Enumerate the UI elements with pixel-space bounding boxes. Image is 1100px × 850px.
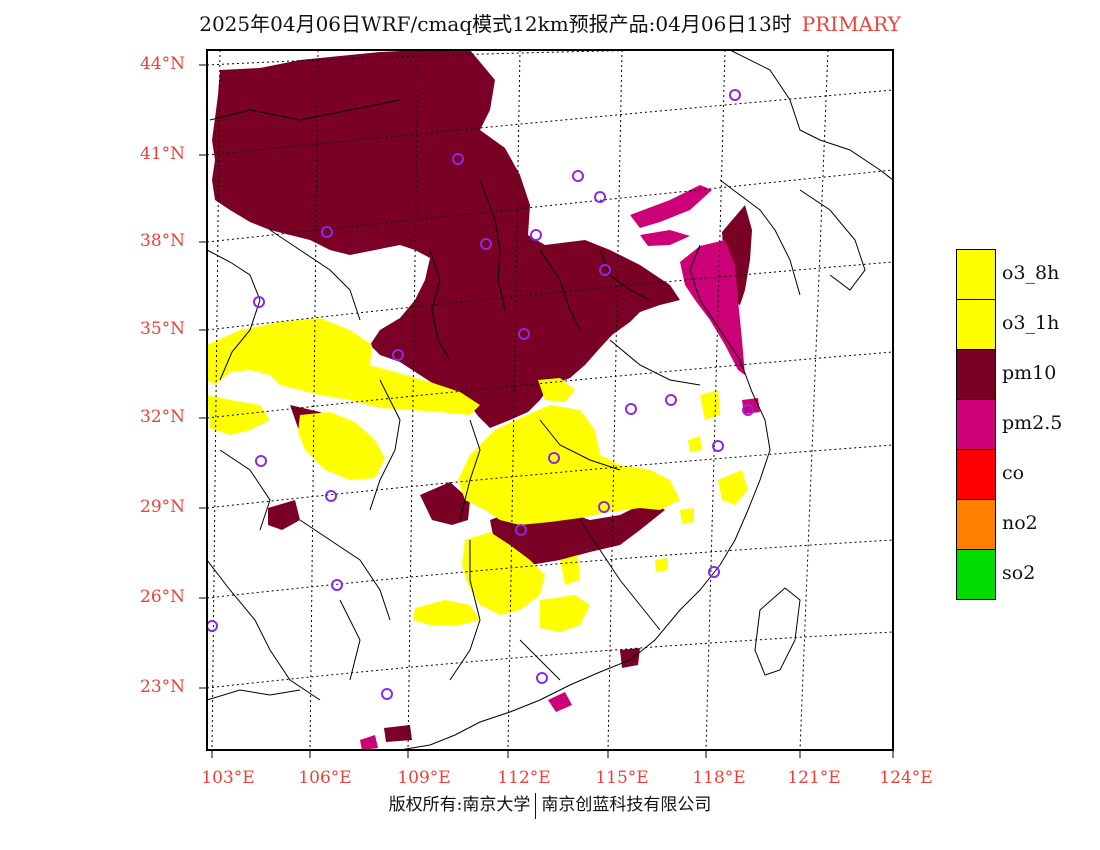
legend-item-so2: so2 <box>956 549 1096 600</box>
lat-label-23: 23°N <box>140 677 186 697</box>
legend-item-pm25: pm2.5 <box>956 399 1096 450</box>
lon-label-109: 109°E <box>397 768 451 788</box>
legend-swatch <box>956 499 996 550</box>
copyright-left: 版权所有:南京大学 <box>388 795 531 815</box>
lat-label-41: 41°N <box>140 144 186 164</box>
legend-label: no2 <box>1002 512 1038 534</box>
legend-label: pm10 <box>1002 362 1057 384</box>
legend-swatch <box>956 399 996 450</box>
legend-swatch <box>956 349 996 400</box>
legend-label: o3_1h <box>1002 312 1060 334</box>
lat-label-29: 29°N <box>140 497 186 517</box>
lat-label-26: 26°N <box>140 587 186 607</box>
lat-label-32: 32°N <box>140 407 186 427</box>
copyright-right: 南京创蓝科技有限公司 <box>541 795 712 815</box>
legend-label: co <box>1002 462 1025 484</box>
legend-label: so2 <box>1002 562 1036 584</box>
footer-separator <box>535 792 537 819</box>
legend-swatch <box>956 299 996 350</box>
legend-item-no2: no2 <box>956 499 1096 550</box>
title-text: 2025年04月06日WRF/cmaq模式12km预报产品:04月06日13时 <box>199 12 792 36</box>
lon-label-103: 103°E <box>201 768 255 788</box>
legend-item-pm10: pm10 <box>956 349 1096 400</box>
graticule <box>207 50 893 750</box>
legend-item-co: co <box>956 449 1096 500</box>
legend-item-o3-8h: o3_8h <box>956 249 1096 300</box>
legend-label: pm2.5 <box>1002 412 1063 434</box>
lat-label-38: 38°N <box>140 231 186 251</box>
title-tag: PRIMARY <box>801 12 901 36</box>
lon-label-118: 118°E <box>692 768 746 788</box>
map-title: 2025年04月06日WRF/cmaq模式12km预报产品:04月06日13时 P… <box>0 8 1100 37</box>
axis-ticks <box>199 64 894 758</box>
legend-item-o3-1h: o3_1h <box>956 299 1096 350</box>
lon-label-115: 115°E <box>595 768 649 788</box>
lon-label-124: 124°E <box>879 768 933 788</box>
copyright-footer: 版权所有:南京大学 南京创蓝科技有限公司 <box>0 790 1100 819</box>
boundaries <box>207 50 893 750</box>
station-markers <box>207 89 754 700</box>
map-frame <box>206 49 894 751</box>
lat-label-35: 35°N <box>140 319 186 339</box>
lon-label-121: 121°E <box>787 768 841 788</box>
legend-swatch <box>956 449 996 500</box>
legend-swatch <box>956 549 996 600</box>
lon-label-106: 106°E <box>298 768 352 788</box>
lon-label-112: 112°E <box>497 768 551 788</box>
pollutant-legend: o3_8h o3_1h pm10 pm2.5 co no2 so2 <box>956 249 1096 600</box>
legend-swatch <box>956 249 996 300</box>
lat-label-44: 44°N <box>140 54 186 74</box>
legend-label: o3_8h <box>1002 262 1060 284</box>
